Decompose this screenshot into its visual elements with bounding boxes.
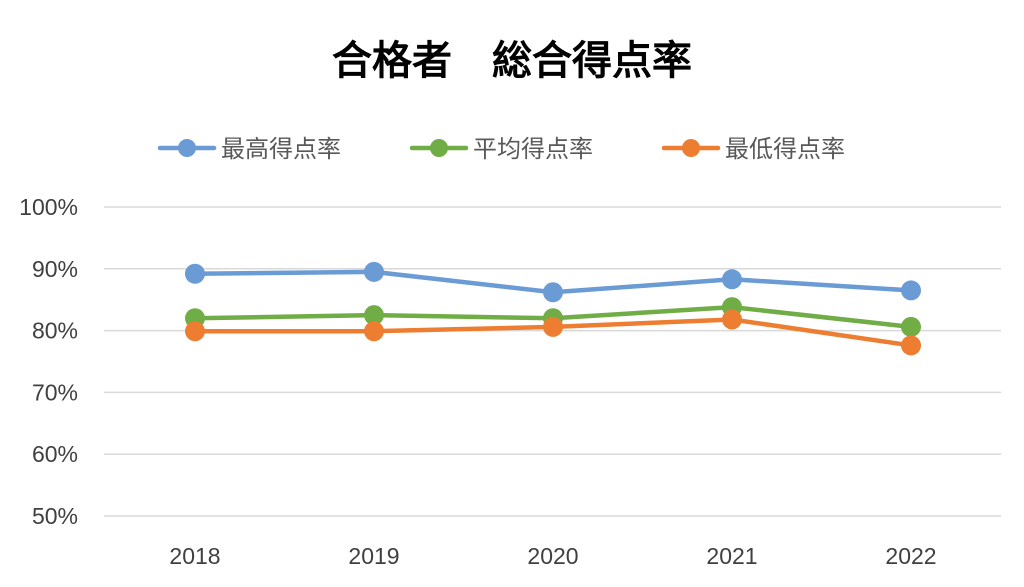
legend-label: 最低得点率 [725,135,845,163]
legend-item: 最低得点率 [661,135,845,163]
gridlines [104,206,1001,517]
legend-item: 平均得点率 [409,135,593,163]
data-point [722,269,742,290]
series-group [185,261,921,303]
y-axis-tick-labels: 50% 60% 70% 80% 90% 100% [19,194,78,529]
y-tick-label: 50% [32,503,78,529]
data-point [364,261,384,282]
x-tick-label: 2022 [885,543,936,569]
data-point [364,305,384,326]
data-point [722,309,742,330]
series-group [185,309,921,356]
legend-marker-swatch [682,139,700,157]
x-tick-label: 2021 [706,543,757,569]
chart-title: 合格者 総合得点率 [332,38,692,84]
legend-marker-swatch [430,139,448,157]
legend-label: 平均得点率 [473,135,593,163]
legend-item: 最高得点率 [157,135,341,163]
data-point [543,316,563,337]
y-tick-label: 90% [32,256,78,282]
x-tick-label: 2018 [169,543,220,569]
series-layer [185,261,921,356]
data-point [901,335,921,356]
data-point [901,280,921,301]
y-tick-label: 60% [32,441,78,467]
x-tick-label: 2020 [527,543,578,569]
y-tick-label: 100% [19,194,78,220]
legend-label: 最高得点率 [221,135,341,163]
x-tick-label: 2019 [348,543,399,569]
data-point [364,321,384,342]
data-point [185,321,205,342]
y-tick-label: 70% [32,379,78,405]
y-tick-label: 80% [32,318,78,344]
x-axis-tick-labels: 2018 2019 2020 2021 2022 [169,543,936,569]
legend-marker-swatch [178,139,196,157]
data-point [543,282,563,303]
data-point [901,316,921,337]
legend: 最高得点率 平均得点率 最低得点率 [157,135,845,163]
data-point [185,263,205,284]
